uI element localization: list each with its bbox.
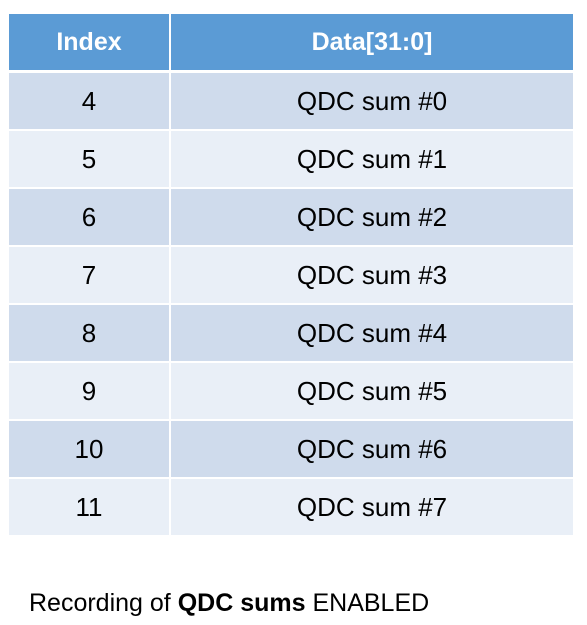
column-header-index: Index — [9, 14, 170, 73]
row-data-cell: QDC sum #1 — [169, 129, 573, 188]
caption-suffix: ENABLED — [305, 589, 430, 617]
row-index-cell: 6 — [9, 187, 170, 246]
row-data-cell: QDC sum #4 — [169, 303, 573, 362]
table-row: 5 QDC sum #1 — [9, 129, 573, 188]
table-header-row: Index Data[31:0] — [9, 14, 573, 73]
row-data-cell: QDC sum #6 — [169, 419, 573, 478]
row-index-cell: 4 — [9, 70, 170, 130]
row-data-cell: QDC sum #5 — [169, 361, 573, 420]
table-row: 9 QDC sum #5 — [9, 361, 573, 420]
qdc-data-table: Index Data[31:0] 4 QDC sum #0 5 QDC sum … — [9, 14, 573, 535]
row-index-cell: 5 — [9, 129, 170, 188]
row-index-cell: 9 — [9, 361, 170, 420]
row-index-cell: 7 — [9, 245, 170, 304]
row-data-cell: QDC sum #3 — [169, 245, 573, 304]
table-row: 7 QDC sum #3 — [9, 245, 573, 304]
table-row: 8 QDC sum #4 — [9, 303, 573, 362]
column-header-data: Data[31:0] — [169, 14, 573, 73]
table-row: 10 QDC sum #6 — [9, 419, 573, 478]
row-index-cell: 10 — [9, 419, 170, 478]
table-row: 4 QDC sum #0 — [9, 70, 573, 130]
row-index-cell: 8 — [9, 303, 170, 362]
recording-status-caption: Recording of QDC sums ENABLED — [29, 589, 429, 618]
row-data-cell: QDC sum #0 — [169, 70, 573, 130]
caption-prefix: Recording of — [29, 589, 178, 617]
table-row: 6 QDC sum #2 — [9, 187, 573, 246]
row-data-cell: QDC sum #2 — [169, 187, 573, 246]
table-row: 11 QDC sum #7 — [9, 477, 573, 535]
caption-emphasis: QDC sums — [177, 589, 306, 617]
row-index-cell: 11 — [9, 477, 170, 535]
row-data-cell: QDC sum #7 — [169, 477, 573, 535]
